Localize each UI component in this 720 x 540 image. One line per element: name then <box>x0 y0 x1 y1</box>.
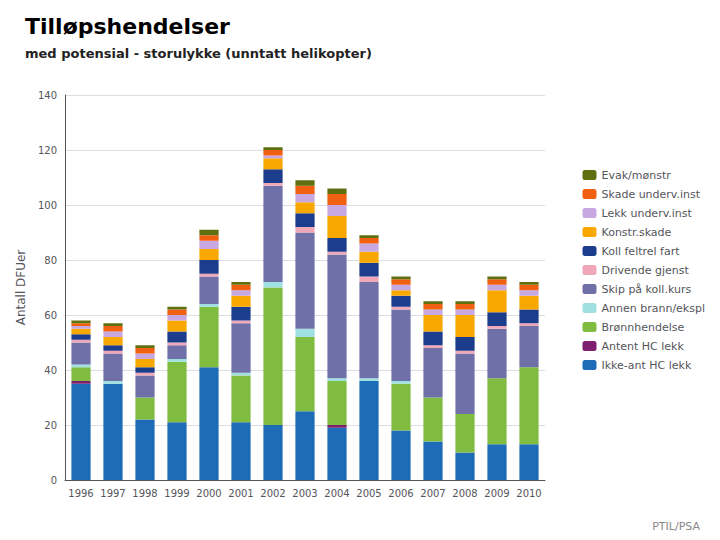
svg-text:20: 20 <box>44 420 57 431</box>
svg-text:2002: 2002 <box>260 488 285 499</box>
svg-text:Tilløpshendelser: Tilløpshendelser <box>25 14 230 39</box>
svg-text:2004: 2004 <box>324 488 349 499</box>
svg-text:2003: 2003 <box>292 488 317 499</box>
svg-text:Brønnhendelse: Brønnhendelse <box>601 321 684 334</box>
svg-text:PTIL/PSA: PTIL/PSA <box>652 520 700 533</box>
svg-text:Koll feltrel fart: Koll feltrel fart <box>601 245 680 258</box>
svg-text:40: 40 <box>44 365 57 376</box>
svg-text:Lekk underv.inst: Lekk underv.inst <box>601 207 692 220</box>
svg-text:Skade underv.inst: Skade underv.inst <box>601 188 700 201</box>
svg-text:2010: 2010 <box>516 488 541 499</box>
svg-text:Ikke-ant HC lekk: Ikke-ant HC lekk <box>601 359 691 372</box>
svg-text:1999: 1999 <box>164 488 189 499</box>
svg-text:med potensial - storulykke (un: med potensial - storulykke (unntatt heli… <box>25 46 372 61</box>
svg-text:100: 100 <box>38 200 57 211</box>
svg-text:2000: 2000 <box>196 488 221 499</box>
svg-text:2007: 2007 <box>420 488 445 499</box>
svg-text:1996: 1996 <box>68 488 93 499</box>
svg-text:120: 120 <box>38 145 57 156</box>
svg-text:140: 140 <box>38 90 57 101</box>
svg-text:Skip på koll.kurs: Skip på koll.kurs <box>601 283 691 296</box>
svg-text:1998: 1998 <box>132 488 157 499</box>
svg-text:Antall DFUer: Antall DFUer <box>14 250 28 326</box>
svg-text:2008: 2008 <box>452 488 477 499</box>
svg-text:Drivende gjenst: Drivende gjenst <box>601 264 689 277</box>
svg-text:Evak/mønstr: Evak/mønstr <box>601 169 671 182</box>
svg-text:2005: 2005 <box>356 488 381 499</box>
svg-text:2009: 2009 <box>484 488 509 499</box>
svg-text:0: 0 <box>51 475 57 486</box>
svg-text:60: 60 <box>44 310 57 321</box>
svg-text:2006: 2006 <box>388 488 413 499</box>
svg-text:Annen brann/ekspl: Annen brann/ekspl <box>601 302 705 315</box>
svg-text:80: 80 <box>44 255 57 266</box>
svg-text:1997: 1997 <box>100 488 125 499</box>
svg-text:2001: 2001 <box>228 488 253 499</box>
svg-text:Antent HC lekk: Antent HC lekk <box>601 340 684 353</box>
svg-text:Konstr.skade: Konstr.skade <box>601 226 671 239</box>
